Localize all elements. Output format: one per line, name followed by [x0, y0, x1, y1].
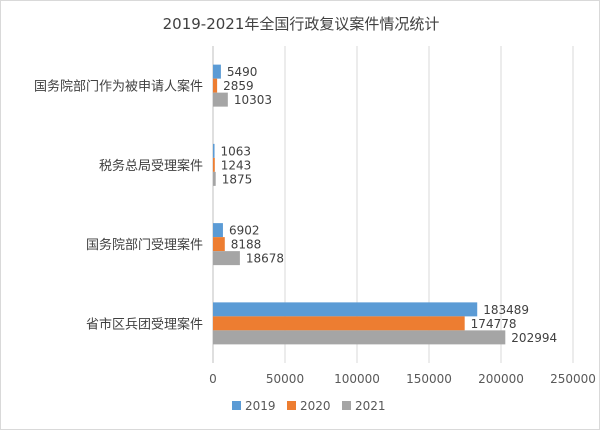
data-label: 183489	[483, 303, 529, 317]
category-label: 税务总局受理案件	[99, 158, 203, 174]
x-tick-label: 100000	[334, 372, 380, 386]
legend-swatch-2021	[342, 401, 351, 410]
data-label: 1063	[221, 144, 252, 158]
x-tick-label: 200000	[478, 372, 524, 386]
bar-2019	[213, 143, 215, 158]
bar-2020	[213, 78, 218, 93]
data-label: 10303	[234, 93, 272, 107]
bar-2019	[213, 223, 223, 238]
legend-label: 2019	[245, 399, 276, 413]
bar-2021	[213, 171, 216, 186]
category-label: 国务院部门作为被申请人案件	[34, 79, 203, 95]
legend-swatch-2020	[287, 401, 296, 410]
data-label: 5490	[227, 65, 258, 79]
x-tick-label: 150000	[406, 372, 452, 386]
category-label: 国务院部门受理案件	[86, 237, 203, 253]
legend-label: 2020	[300, 399, 331, 413]
x-tick-label: 250000	[550, 372, 596, 386]
legend-label: 2021	[355, 399, 386, 413]
bar-2021	[213, 92, 228, 107]
data-label: 1243	[221, 158, 252, 172]
x-tick-label: 0	[209, 372, 217, 386]
bars	[213, 64, 506, 345]
bar-2020	[213, 316, 465, 331]
data-label: 1875	[222, 172, 253, 186]
bar-2020	[213, 237, 225, 252]
category-label: 省市区兵团受理案件	[86, 316, 203, 332]
bar-2021	[213, 251, 240, 266]
data-label: 18678	[246, 252, 284, 266]
data-label: 6902	[229, 224, 260, 238]
bar-2019	[213, 64, 221, 79]
legend: 2019 2020 2021	[232, 399, 386, 413]
data-label: 202994	[511, 331, 557, 345]
data-label: 8188	[231, 238, 262, 252]
data-label: 174778	[471, 317, 517, 331]
chart-title: 2019-2021年全国行政复议案件情况统计	[163, 15, 440, 33]
legend-swatch-2019	[232, 401, 241, 410]
bar-2021	[213, 330, 506, 345]
x-tick-label: 50000	[266, 372, 304, 386]
bar-2020	[213, 157, 215, 172]
data-label: 2859	[223, 79, 254, 93]
x-axis-ticks: 0 50000 100000 150000 200000 250000	[209, 372, 596, 386]
bar-2019	[213, 302, 478, 317]
